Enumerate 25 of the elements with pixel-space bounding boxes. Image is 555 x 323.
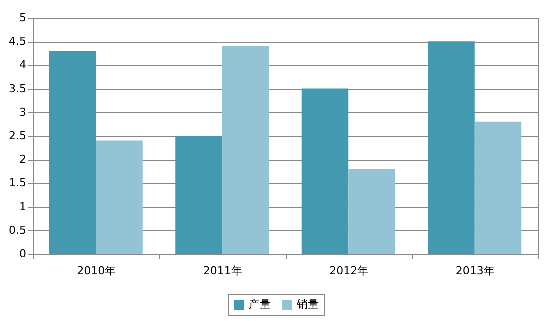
y-tick-label: 0.5 [9,224,26,237]
y-tick-label: 3 [20,106,26,119]
bar [96,140,143,254]
y-tick-label: 0 [20,248,26,260]
y-tick-label: 4.5 [9,35,26,48]
y-tick-label: 4 [20,58,26,72]
bar [49,51,96,254]
x-tick-label: 2010年 [77,264,116,278]
y-tick-label: 1.5 [9,176,26,190]
y-tick-label: 2 [20,153,26,166]
legend-label: 产量 [249,298,271,311]
y-tick-label: 5 [20,12,26,24]
bar [302,88,349,254]
y-tick-label: 2.5 [9,130,26,142]
bar [176,136,222,254]
x-tick-label: 2012年 [330,264,369,278]
bar [428,42,475,254]
bar [348,169,396,254]
legend-label: 销量 [296,298,319,311]
y-tick-label: 3.5 [9,82,26,96]
x-tick-label: 2011年 [203,264,242,278]
bar [474,122,522,254]
y-tick-label: 1 [20,200,26,214]
bar [222,46,270,254]
x-tick-label: 2013年 [456,264,495,278]
